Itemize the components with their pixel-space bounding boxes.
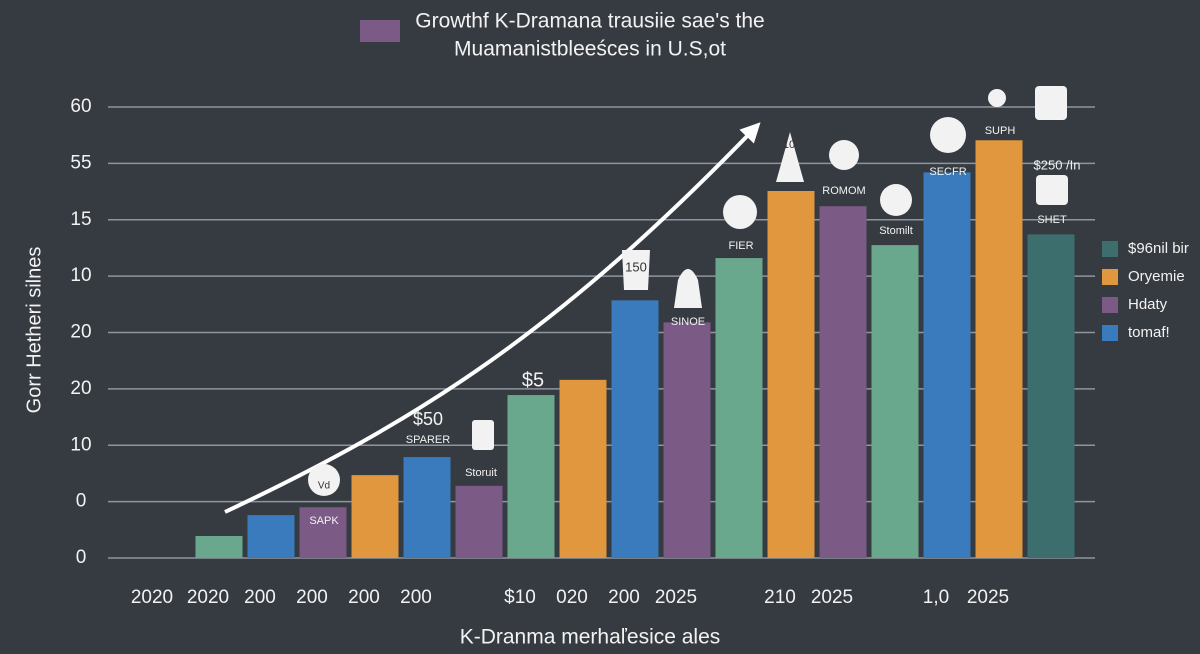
bar xyxy=(299,507,347,558)
annotation: $5 xyxy=(522,369,544,391)
bar xyxy=(819,206,867,558)
x-tick-label: 200 xyxy=(296,587,328,608)
x-tick-label: 2025 xyxy=(811,587,853,608)
annotation: SAPK xyxy=(309,515,339,527)
legend-label: tomaf! xyxy=(1128,324,1170,341)
bar xyxy=(351,475,399,558)
legend-label: Hdaty xyxy=(1128,296,1168,313)
y-tick-label: 60 xyxy=(70,96,91,117)
y-tick-label: 0 xyxy=(76,547,87,568)
y-tick-label: 10 xyxy=(70,265,91,286)
annotation: SECFR xyxy=(929,166,966,178)
icon xyxy=(308,464,340,496)
y-axis-label: Gorr Hetheri silnes xyxy=(23,247,45,414)
icon xyxy=(988,89,1006,107)
bar xyxy=(715,258,763,558)
legend-swatch xyxy=(1102,297,1118,313)
x-axis-label: K-Dranma merhaľesice ales xyxy=(460,626,721,649)
x-tick-label: 2025 xyxy=(967,587,1009,608)
icon xyxy=(1036,175,1068,205)
annotation: FIER xyxy=(728,240,753,252)
x-tick-label: 020 xyxy=(556,587,588,608)
icon xyxy=(880,184,912,216)
x-tick-label: 210 xyxy=(764,587,796,608)
trend-arrow xyxy=(224,122,761,514)
annotation: SHET xyxy=(1037,214,1067,226)
annotation: 150 xyxy=(625,259,647,274)
y-tick-label: 10 xyxy=(70,434,91,455)
bar xyxy=(507,395,555,558)
chart-title: Growthf K-Dramana trausiie sae's the xyxy=(415,10,764,33)
legend-swatch xyxy=(1102,325,1118,341)
annotation: SPARER xyxy=(406,434,450,446)
y-tick-label: 55 xyxy=(70,152,91,173)
y-tick-label: 15 xyxy=(70,209,91,230)
x-tick-label: 200 xyxy=(608,587,640,608)
x-tick-label: 1,0 xyxy=(923,587,949,608)
x-tick-label: 2020 xyxy=(131,587,173,608)
bar xyxy=(767,190,815,558)
x-tick-label: $10 xyxy=(504,587,536,608)
y-tick-label: 0 xyxy=(76,491,87,512)
icon xyxy=(622,250,650,290)
bar xyxy=(1027,234,1075,558)
bar xyxy=(455,485,503,558)
annotation: SUPH xyxy=(985,125,1016,137)
icon xyxy=(776,132,804,182)
annotation: ROMOM xyxy=(822,185,865,197)
legend-swatch xyxy=(1102,269,1118,285)
annotation: Stomilt xyxy=(879,225,913,237)
icon xyxy=(723,195,757,229)
legend-label: Oryemie xyxy=(1128,268,1185,285)
y-tick-label: 20 xyxy=(70,322,91,343)
icon xyxy=(1035,86,1067,120)
bar xyxy=(195,536,243,558)
annotation: Storuit xyxy=(465,467,497,479)
bar xyxy=(923,172,971,558)
icon xyxy=(930,117,966,153)
bar xyxy=(663,322,711,558)
bar xyxy=(247,515,295,558)
annotation: $250 /In xyxy=(1034,157,1081,172)
icons xyxy=(308,86,1068,496)
x-tick-label: 2025 xyxy=(655,587,697,608)
x-tick-label: 2020 xyxy=(187,587,229,608)
bar xyxy=(975,140,1023,559)
icon xyxy=(472,420,494,450)
annotation: 10 xyxy=(783,139,795,151)
x-tick-label: 200 xyxy=(244,587,276,608)
legend-swatch xyxy=(1102,241,1118,257)
x-tick-label: 200 xyxy=(400,587,432,608)
bar xyxy=(871,245,919,558)
y-tick-label: 20 xyxy=(70,378,91,399)
annotation: $50 xyxy=(413,409,443,429)
x-tick-label: 200 xyxy=(348,587,380,608)
annotation: SINOE xyxy=(671,316,705,328)
chart-title: Muamanistbleeśces in U.S,ot xyxy=(454,38,726,61)
annotation: Vd xyxy=(318,481,330,492)
bar xyxy=(611,300,659,558)
icon xyxy=(674,269,702,308)
title-swatch xyxy=(360,20,400,42)
bar xyxy=(403,457,451,558)
bar xyxy=(559,379,607,558)
legend-label: $96nil bir xyxy=(1128,240,1189,257)
icon xyxy=(829,140,859,170)
